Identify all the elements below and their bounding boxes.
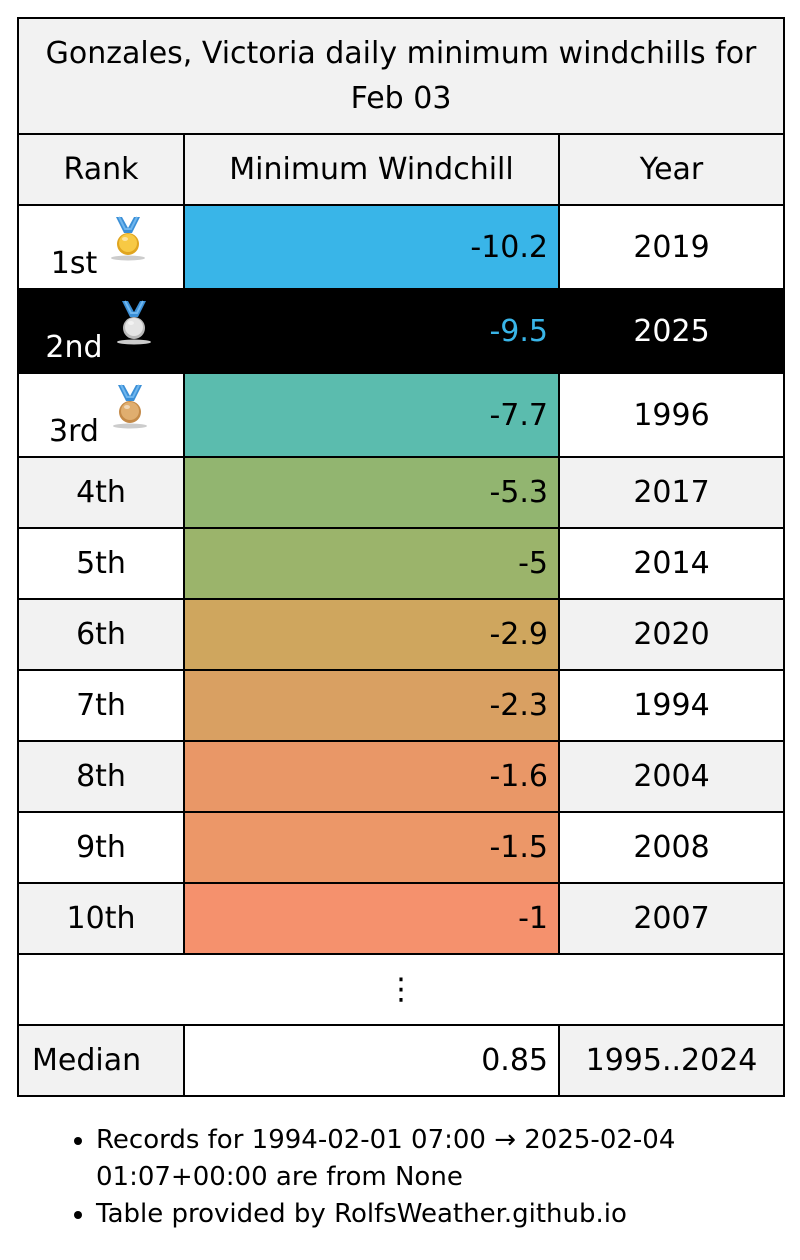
table-row: 9th -1.5 2008 (17, 811, 786, 884)
rank-cell: 8th (17, 740, 185, 813)
rank-cell: 3rd (17, 372, 185, 458)
year-cell: 2025 (557, 288, 786, 374)
year-cell: 2020 (557, 598, 786, 671)
year-column-header: Year (557, 133, 786, 206)
rank-cell: 9th (17, 811, 185, 884)
year-cell: 2008 (557, 811, 786, 884)
rank-label: 2nd (45, 330, 103, 365)
table-row: 5th -5 2014 (17, 527, 786, 600)
table-row: 8th -1.6 2004 (17, 740, 786, 813)
median-year-range: 1995..2024 (557, 1024, 786, 1097)
year-cell: 1994 (557, 669, 786, 742)
windchill-rank-table: Gonzales, Victoria daily minimum windchi… (16, 17, 786, 1097)
windchill-value-cell: -2.9 (183, 598, 560, 671)
year-cell: 1996 (557, 372, 786, 458)
windchill-value-cell: -1.5 (183, 811, 560, 884)
rank-cell: 2nd (17, 288, 185, 374)
rank-cell: 7th (17, 669, 185, 742)
bronze-medal-icon (107, 381, 153, 441)
rank-cell: 6th (17, 598, 185, 671)
rank-cell: 1st (17, 204, 185, 290)
ellipsis-row: ⋮ (16, 953, 786, 1026)
table-row: 2nd -9.5 2025 (17, 288, 786, 374)
windchill-value-cell: -5.3 (183, 456, 560, 529)
windchill-value-cell: -2.3 (183, 669, 560, 742)
median-value: 0.85 (183, 1024, 560, 1097)
source-note: Records for 1994-02-01 07:00 → 2025-02-0… (96, 1122, 736, 1196)
rank-label: 7th (76, 688, 126, 723)
windchill-value-cell: -1 (183, 882, 560, 955)
rank-cell: 10th (17, 882, 185, 955)
table-body: 1st -10.2 2019 2nd -9.5 2025 3rd -7.7 1996 4th -5.… (17, 204, 786, 955)
vertical-ellipsis: ⋮ (386, 972, 416, 1007)
rank-label: 3rd (49, 414, 99, 449)
year-cell: 2007 (557, 882, 786, 955)
rank-label: 9th (76, 830, 126, 865)
windchill-column-header: Minimum Windchill (183, 133, 560, 206)
median-label: Median (17, 1024, 185, 1097)
year-cell: 2019 (557, 204, 786, 290)
silver-medal-icon (111, 297, 157, 357)
windchill-value-cell: -1.6 (183, 740, 560, 813)
rank-label: 10th (66, 901, 136, 936)
table-row: 10th -1 2007 (17, 882, 786, 955)
ellipsis-cell: ⋮ (16, 953, 786, 1026)
year-cell: 2017 (557, 456, 786, 529)
windchill-value-cell: -7.7 (183, 372, 560, 458)
header-row: Rank Minimum Windchill Year (17, 133, 786, 206)
table-row: 3rd -7.7 1996 (17, 372, 786, 458)
rank-column-header: Rank (17, 133, 185, 206)
rank-cell: 5th (17, 527, 185, 600)
rank-label: 5th (76, 546, 126, 581)
rank-label: 8th (76, 759, 126, 794)
windchill-value-cell: -10.2 (183, 204, 560, 290)
table-row: 6th -2.9 2020 (17, 598, 786, 671)
rank-cell: 4th (17, 456, 185, 529)
rank-label: 6th (76, 617, 126, 652)
rank-label: 4th (76, 475, 126, 510)
year-cell: 2004 (557, 740, 786, 813)
credit-note: Table provided by RolfsWeather.github.io (96, 1196, 736, 1233)
table-row: 4th -5.3 2017 (17, 456, 786, 529)
footnotes: Records for 1994-02-01 07:00 → 2025-02-0… (30, 1122, 736, 1233)
table-title: Gonzales, Victoria daily minimum windchi… (16, 17, 786, 135)
rank-label: 1st (50, 246, 98, 281)
windchill-value-cell: -9.5 (183, 288, 560, 374)
table-row: 7th -2.3 1994 (17, 669, 786, 742)
windchill-value-cell: -5 (183, 527, 560, 600)
gold-medal-icon (105, 213, 151, 273)
table-row: 1st -10.2 2019 (17, 204, 786, 290)
median-row: Median 0.85 1995..2024 (17, 1024, 786, 1097)
year-cell: 2014 (557, 527, 786, 600)
